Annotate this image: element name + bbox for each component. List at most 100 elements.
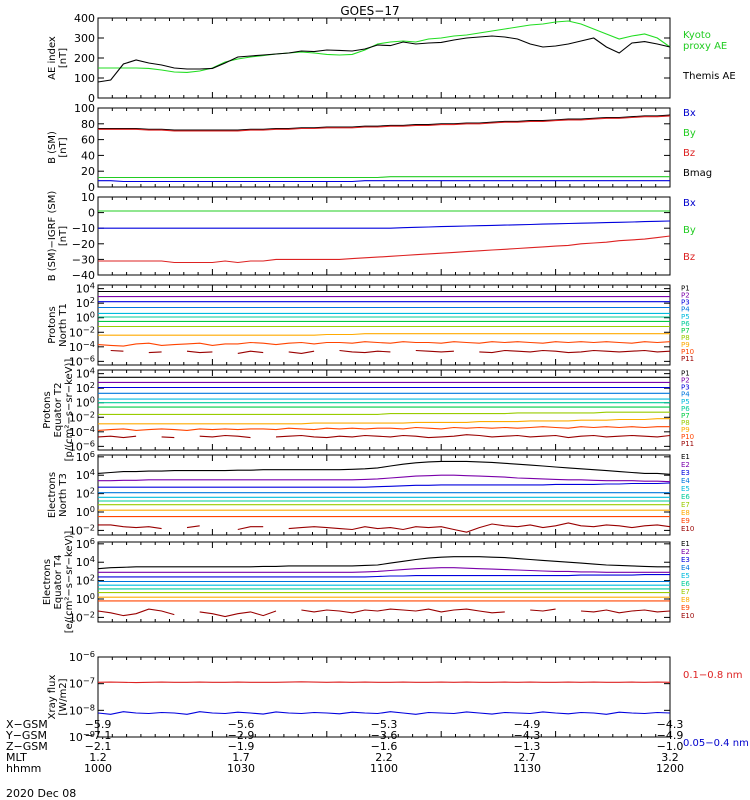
ephemeris-value: −3.6 — [371, 729, 398, 742]
legend-entry: By — [683, 128, 696, 139]
y-tick-label: 10−2 — [69, 409, 95, 424]
legend-entry: Bz — [683, 148, 695, 159]
y-tick-label: 20 — [81, 165, 95, 178]
y-tick-label: 200 — [74, 52, 95, 65]
ephemeris-value: −4.9 — [657, 729, 684, 742]
legend-entry: E4 — [681, 564, 690, 572]
ephemeris-value: −4.3 — [657, 718, 684, 731]
ephemeris-value: −2.1 — [85, 740, 112, 753]
legend-entry: E6 — [681, 493, 690, 501]
ephemeris-value: 1.2 — [89, 751, 107, 764]
y-tick-label: 0 — [88, 207, 95, 220]
series-bx — [98, 180, 670, 183]
legend-entry: 0.05−0.4 nm — [683, 738, 749, 749]
y-axis-label: Electrons — [47, 472, 58, 518]
ephemeris-value: 1130 — [513, 762, 541, 775]
legend-entry: P4 — [681, 391, 690, 399]
ephemeris-value: 2.2 — [375, 751, 393, 764]
series-p11 — [97, 434, 671, 439]
ephemeris-value: −1.6 — [371, 740, 398, 753]
legend-entry: P11 — [681, 355, 694, 363]
panel-frame — [97, 17, 671, 99]
legend-entry: P8 — [681, 419, 690, 427]
y-tick-label: 104 — [76, 554, 95, 569]
legend-entry: E1 — [681, 540, 690, 548]
legend-entry: Themis AE — [682, 71, 736, 82]
y-tick-label: 80 — [81, 118, 95, 131]
legend-entry: 0.1−0.8 nm — [683, 670, 742, 681]
y-axis-label: [nT] — [58, 137, 69, 157]
ephemeris-value: −7.1 — [85, 729, 112, 742]
ephemeris-value: 3.2 — [661, 751, 679, 764]
series-bmag — [98, 114, 671, 131]
y-tick-label: 10−7 — [69, 676, 95, 691]
y-axis-label: [W/m2] — [58, 678, 69, 715]
legend-entry: By — [683, 225, 696, 236]
y-tick-label: 100 — [76, 310, 95, 325]
legend-entry: Bmag — [683, 168, 712, 179]
y-tick-label: 104 — [76, 281, 95, 296]
y-tick-label: 10−6 — [69, 353, 95, 368]
series-p11 — [110, 349, 671, 354]
legend-entry: E5 — [681, 485, 690, 493]
y-tick-label: 10−2 — [69, 522, 95, 537]
ephemeris-label: Y−GSM — [5, 729, 47, 742]
legend-entry: P10 — [681, 348, 694, 356]
legend-entry: P1 — [681, 370, 690, 378]
ephemeris-label: MLT — [6, 751, 27, 764]
y-tick-label: 400 — [74, 12, 95, 25]
y-axis-label: North T1 — [58, 303, 69, 347]
y-axis-label: Protons — [47, 306, 58, 343]
legend-entry: P1 — [681, 285, 690, 293]
y-axis-label: [nT] — [58, 48, 69, 68]
series-p8 — [98, 411, 670, 415]
y-tick-label: −20 — [72, 238, 95, 251]
series-p10 — [97, 426, 670, 431]
y-tick-label: 10−8 — [69, 702, 95, 717]
legend-entry: Bz — [683, 252, 695, 263]
legend-entry: P2 — [681, 292, 690, 300]
y-tick-label: 0 — [88, 181, 95, 194]
y-tick-label: 100 — [76, 591, 95, 606]
series-e3 — [98, 482, 671, 488]
series-e3 — [98, 574, 670, 578]
y-tick-label: 102 — [76, 573, 95, 588]
y-tick-label: 100 — [74, 72, 95, 85]
ephemeris-value: −5.3 — [371, 718, 398, 731]
y-axis-label: Equator T4 — [53, 555, 64, 610]
ephemeris-value: 1100 — [370, 762, 398, 775]
ephemeris-value: −1.3 — [514, 740, 541, 753]
y-axis-label: [nT] — [58, 226, 69, 246]
y-axis-label: Protons — [42, 391, 53, 428]
y-tick-label: 104 — [76, 366, 95, 381]
ephemeris-value: −2.9 — [228, 729, 255, 742]
ephemeris-value: 1000 — [84, 762, 112, 775]
y-axis-label: Electrons — [42, 559, 53, 605]
legend-entry: P10 — [681, 433, 694, 441]
y-tick-label: 10−2 — [69, 609, 95, 624]
legend-entry: Bx — [683, 198, 696, 209]
series-p10 — [97, 341, 671, 347]
plot-title: GOES−17 — [340, 4, 399, 18]
legend-entry: E5 — [681, 572, 690, 580]
series-by — [98, 176, 670, 179]
y-tick-label: 106 — [76, 536, 95, 551]
ephemeris-value: 1200 — [656, 762, 684, 775]
y-axis-label: [e/(cm²−s−sr−keV)] — [64, 531, 75, 634]
legend-entry: E10 — [681, 612, 694, 620]
legend-entry: P5 — [681, 313, 690, 321]
legend-entry: E7 — [681, 588, 690, 596]
legend-entry: E3 — [681, 556, 690, 564]
legend-entry: E6 — [681, 580, 690, 588]
legend-entry: E4 — [681, 477, 690, 485]
ephemeris-label: Z−GSM — [6, 740, 48, 753]
legend-entry: P9 — [681, 426, 690, 434]
legend-entry: P3 — [681, 299, 690, 307]
y-tick-label: 0 — [88, 92, 95, 105]
legend-entry: P6 — [681, 320, 690, 328]
y-axis-label: B (SM) — [47, 131, 58, 164]
y-tick-label: 100 — [76, 504, 95, 519]
